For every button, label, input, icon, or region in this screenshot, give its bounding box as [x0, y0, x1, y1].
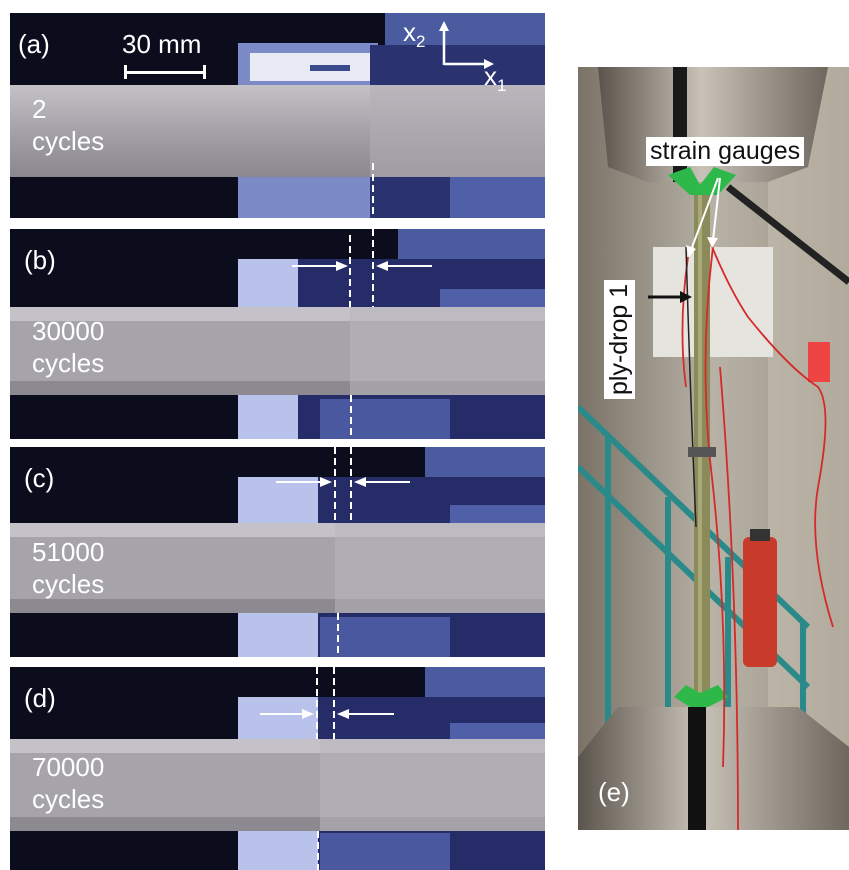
strain-gauges-label: strain gauges	[646, 137, 805, 166]
panel-b-photo	[10, 229, 545, 439]
panel-c-cycles: 51000 cycles	[32, 537, 105, 599]
panel-d: (d) 70000 cycles	[10, 667, 545, 870]
panel-b: (b) 30000 cycles	[10, 229, 545, 439]
scale-bar-label: 30 mm	[122, 29, 202, 59]
panel-c: (c) 51000 cycles	[10, 447, 545, 657]
panel-e-tag: (e)	[598, 777, 630, 807]
axis-x1-label: x1	[484, 61, 507, 96]
panel-e: strain gauges ply-drop 1 (e)	[578, 67, 849, 830]
panel-c-tag: (c)	[24, 463, 55, 493]
panel-a-tag: (a)	[18, 29, 50, 59]
axis-arrows	[438, 21, 498, 71]
panel-a-photo	[10, 13, 545, 218]
panel-d-photo	[10, 667, 545, 870]
axis-x2-label: x2	[403, 17, 426, 52]
panel-a: (a) 30 mm x2 x1 2 cycles	[10, 13, 545, 218]
panel-d-cycles: 70000 cycles	[32, 752, 105, 814]
panel-e-photo	[578, 67, 849, 830]
panel-b-tag: (b)	[24, 245, 56, 275]
panel-c-photo	[10, 447, 545, 657]
panel-d-tag: (d)	[24, 683, 56, 713]
panel-a-cycles: 2 cycles	[32, 94, 105, 156]
scale-bar	[124, 65, 206, 79]
panel-b-cycles: 30000 cycles	[32, 316, 105, 378]
ply-drop-label: ply-drop 1	[604, 279, 635, 399]
